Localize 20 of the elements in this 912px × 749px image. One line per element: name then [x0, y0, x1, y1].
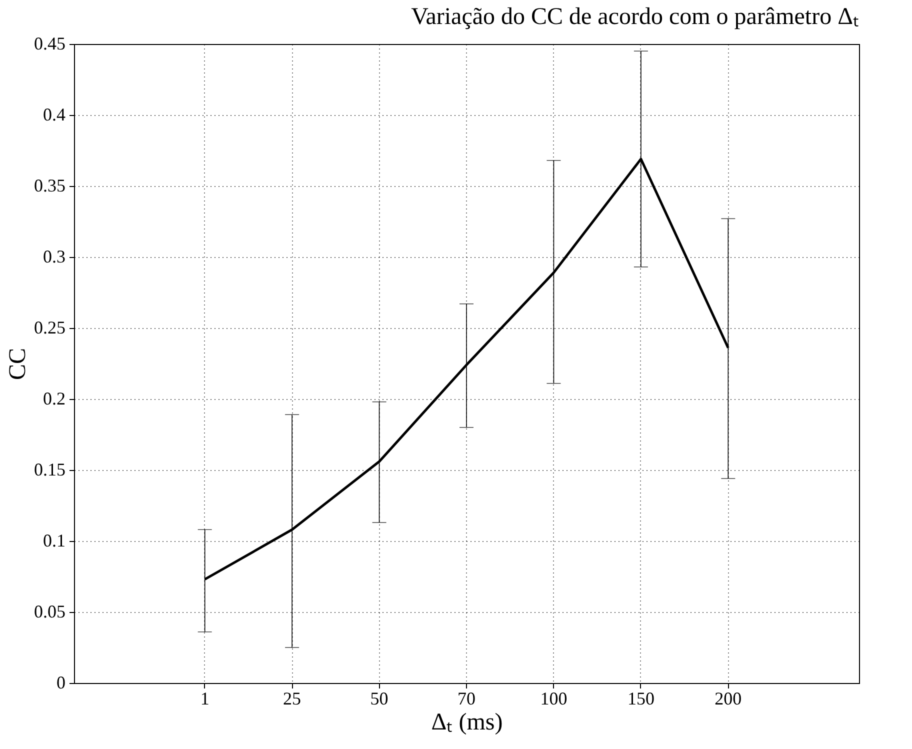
- x-tick-label: 1: [200, 688, 210, 708]
- y-tick-label: 0.05: [34, 602, 66, 622]
- x-tick-label: 25: [283, 688, 302, 708]
- x-tick-label: 70: [458, 688, 476, 708]
- x-tick-label: 200: [714, 688, 742, 708]
- y-tick-label: 0.4: [43, 104, 66, 124]
- x-tick-label: 100: [540, 688, 568, 708]
- y-axis-title: CC: [5, 348, 31, 380]
- x-tick-label: 50: [370, 688, 388, 708]
- x-tick-label: 150: [627, 688, 654, 708]
- y-tick-label: 0.1: [43, 530, 66, 550]
- y-tick-label: 0.25: [34, 318, 66, 338]
- x-axis-title: Δₜ (ms): [431, 710, 503, 736]
- y-tick-label: 0.2: [43, 388, 66, 408]
- y-tick-label: 0: [56, 672, 66, 692]
- y-tick-label: 0.45: [34, 34, 66, 54]
- chart-title: Variação do CC de acordo com o parâmetro Δₜ: [411, 4, 859, 30]
- y-tick-label: 0.15: [34, 460, 66, 480]
- y-tick-label: 0.35: [34, 176, 66, 196]
- y-tick-label: 0.3: [43, 246, 66, 266]
